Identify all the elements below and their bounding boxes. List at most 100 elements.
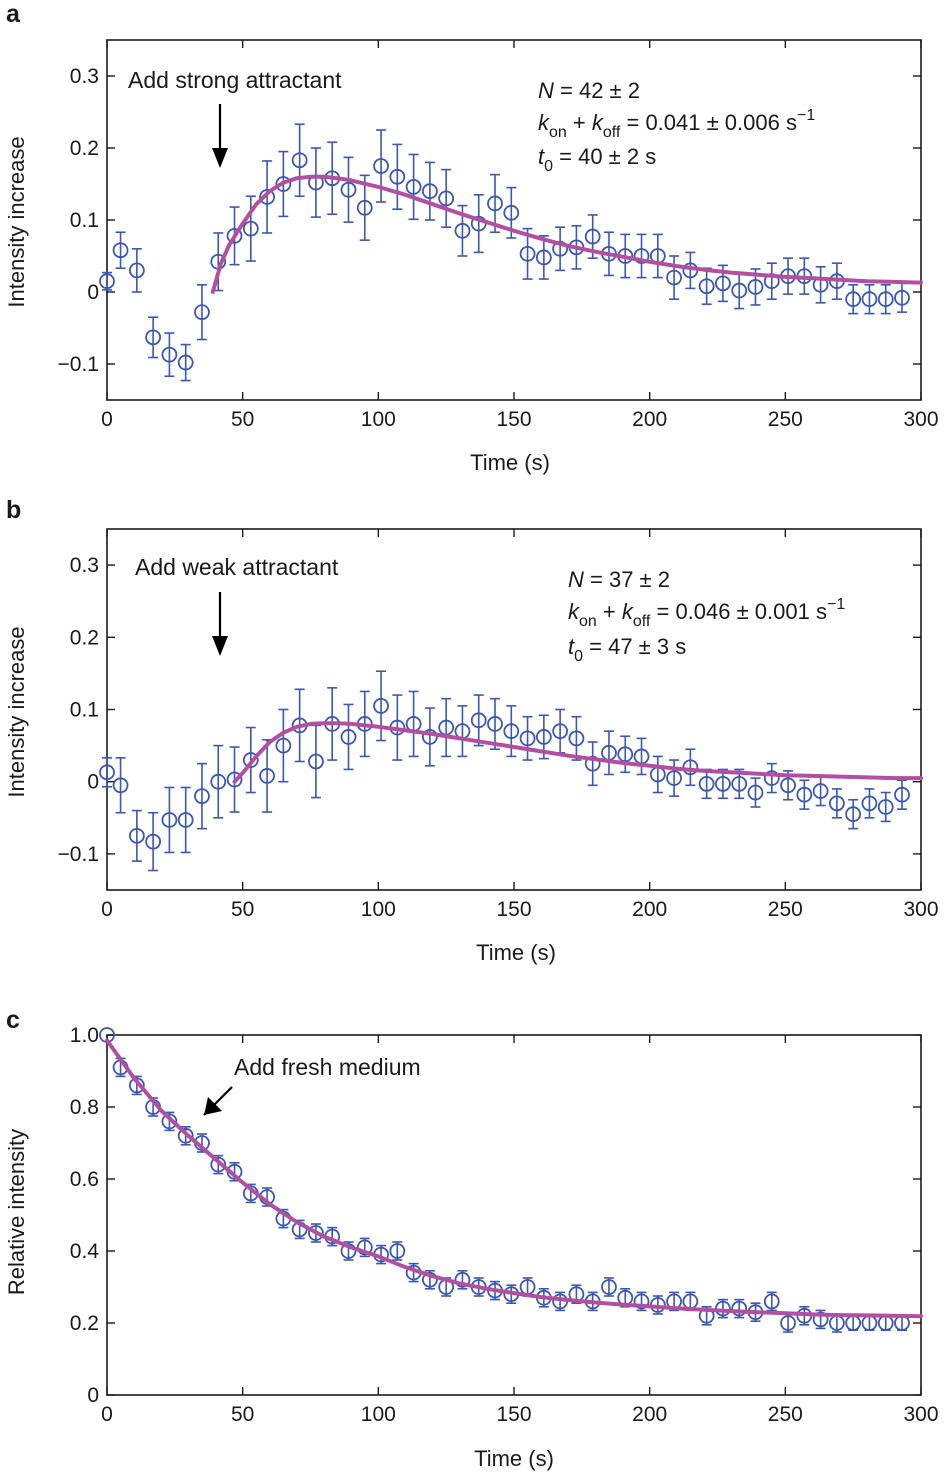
- data-point-a: [405, 178, 422, 195]
- data-point-a: [731, 282, 748, 299]
- data-point-c: [421, 1271, 438, 1288]
- x-tick-label-b: 50: [231, 898, 254, 921]
- fit-curve-c: [105, 1038, 923, 1319]
- data-point-b: [128, 827, 145, 844]
- data-point-a: [519, 245, 536, 262]
- data-point-a: [112, 242, 129, 259]
- y-tick-label-b: 0.1: [70, 699, 99, 722]
- data-point-a: [535, 249, 552, 266]
- x-axis-title-c: Time (s): [474, 1446, 554, 1471]
- data-point-b: [535, 729, 552, 745]
- data-point-a: [747, 279, 764, 295]
- data-point-b: [503, 723, 520, 740]
- x-axis-title-a: Time (s): [470, 450, 550, 475]
- fit-result-n-a: N = 42 ± 2: [538, 78, 640, 103]
- plot-frame-b: [106, 528, 922, 891]
- y-tick-label-b: 0.2: [70, 626, 99, 649]
- data-point-b: [340, 729, 357, 745]
- data-point-b: [308, 753, 324, 770]
- data-point-b: [877, 799, 894, 815]
- arrowhead-b: [212, 636, 228, 656]
- x-tick-label-a: 150: [496, 408, 531, 431]
- data-point-b: [373, 697, 389, 714]
- data-point-c: [780, 1315, 796, 1331]
- data-point-b: [715, 775, 731, 792]
- panel-label-b: b: [6, 496, 21, 524]
- data-point-b: [242, 752, 259, 768]
- data-point-a: [226, 227, 243, 244]
- x-tick-label-b: 200: [632, 898, 667, 921]
- y-tick-label-b: 0.3: [70, 554, 99, 577]
- data-point-a: [698, 278, 715, 295]
- y-tick-label-c: 0.6: [70, 1168, 99, 1191]
- data-point-a: [584, 228, 601, 245]
- data-point-b: [812, 783, 829, 799]
- fit-result-n-b: N = 37 ± 2: [568, 567, 670, 592]
- panel-label-a: a: [6, 0, 21, 28]
- data-point-b: [747, 784, 764, 801]
- y-tick-label-a: 0.2: [70, 137, 99, 160]
- x-tick-label-c: 250: [768, 1403, 803, 1426]
- data-point-a: [242, 220, 259, 237]
- arrowhead-a: [212, 148, 228, 168]
- data-point-a: [128, 262, 145, 279]
- data-point-b: [112, 777, 129, 794]
- data-point-b: [161, 812, 178, 828]
- data-point-b: [568, 730, 585, 747]
- data-point-a: [389, 168, 406, 185]
- data-point-a: [340, 181, 357, 198]
- data-point-c: [731, 1300, 748, 1317]
- fit-result-t0-b: t0 = 47 ± 3 s: [568, 634, 686, 665]
- data-point-a: [438, 190, 455, 207]
- data-point-c: [812, 1311, 829, 1328]
- data-point-a: [861, 291, 878, 308]
- fit-result-rate-b: kon + koff = 0.046 ± 0.001 s−1: [568, 596, 845, 630]
- data-point-c: [633, 1293, 650, 1310]
- y-tick-label-b: 0: [87, 771, 99, 794]
- annotation-b: Add weak attractant: [135, 554, 339, 580]
- x-tick-label-b: 100: [361, 898, 396, 921]
- x-tick-label-a: 250: [768, 408, 803, 431]
- data-point-c: [763, 1293, 780, 1310]
- panel-label-c: c: [6, 1006, 20, 1034]
- y-axis-title: Intensity increase: [4, 136, 29, 307]
- data-point-b: [894, 786, 910, 803]
- data-point-c: [340, 1243, 357, 1259]
- data-point-a: [503, 204, 520, 221]
- fit-results-a: N = 42 ± 2 kon + koff = 0.041 ± 0.006 s−…: [538, 78, 815, 175]
- data-point-c: [356, 1239, 373, 1256]
- data-point-b: [177, 812, 194, 828]
- data-point-b: [194, 788, 210, 805]
- data-point-c: [161, 1113, 178, 1130]
- panel-c: c Relative intensity Time (s) Add fresh …: [4, 1006, 939, 1471]
- x-tick-label-a: 100: [361, 408, 396, 431]
- x-tick-label-a: 300: [903, 408, 938, 431]
- data-point-b: [780, 777, 796, 794]
- annotation-c: Add fresh medium: [234, 1054, 421, 1080]
- data-point-a: [259, 189, 275, 205]
- data-point-a: [633, 248, 650, 264]
- data-point-c: [601, 1279, 617, 1295]
- x-tick-label-a: 0: [101, 408, 113, 431]
- data-point-a: [715, 275, 731, 292]
- data-point-a: [99, 273, 115, 290]
- x-tick-label-c: 0: [101, 1403, 113, 1426]
- fit-results-b: N = 37 ± 2 kon + koff = 0.046 ± 0.001 s−…: [568, 567, 845, 665]
- x-tick-label-c: 150: [496, 1403, 531, 1426]
- y-tick-label-a: −0.1: [58, 353, 99, 376]
- data-point-a: [845, 291, 862, 308]
- fit-curve-b: [232, 721, 923, 784]
- data-point-a: [487, 195, 503, 212]
- y-tick-label-c: 0.2: [70, 1312, 99, 1335]
- arrowhead-c: [204, 1097, 222, 1115]
- data-point-c: [177, 1127, 194, 1144]
- data-point-a: [421, 183, 438, 200]
- y-tick-label-a: 0.3: [70, 65, 99, 88]
- data-point-b: [519, 730, 536, 747]
- x-tick-label-b: 0: [101, 898, 113, 921]
- y-tick-label-a: 0.1: [70, 209, 99, 232]
- x-tick-label-b: 300: [903, 898, 938, 921]
- data-point-a: [291, 152, 308, 169]
- data-point-c: [389, 1243, 406, 1259]
- data-point-a: [373, 158, 389, 174]
